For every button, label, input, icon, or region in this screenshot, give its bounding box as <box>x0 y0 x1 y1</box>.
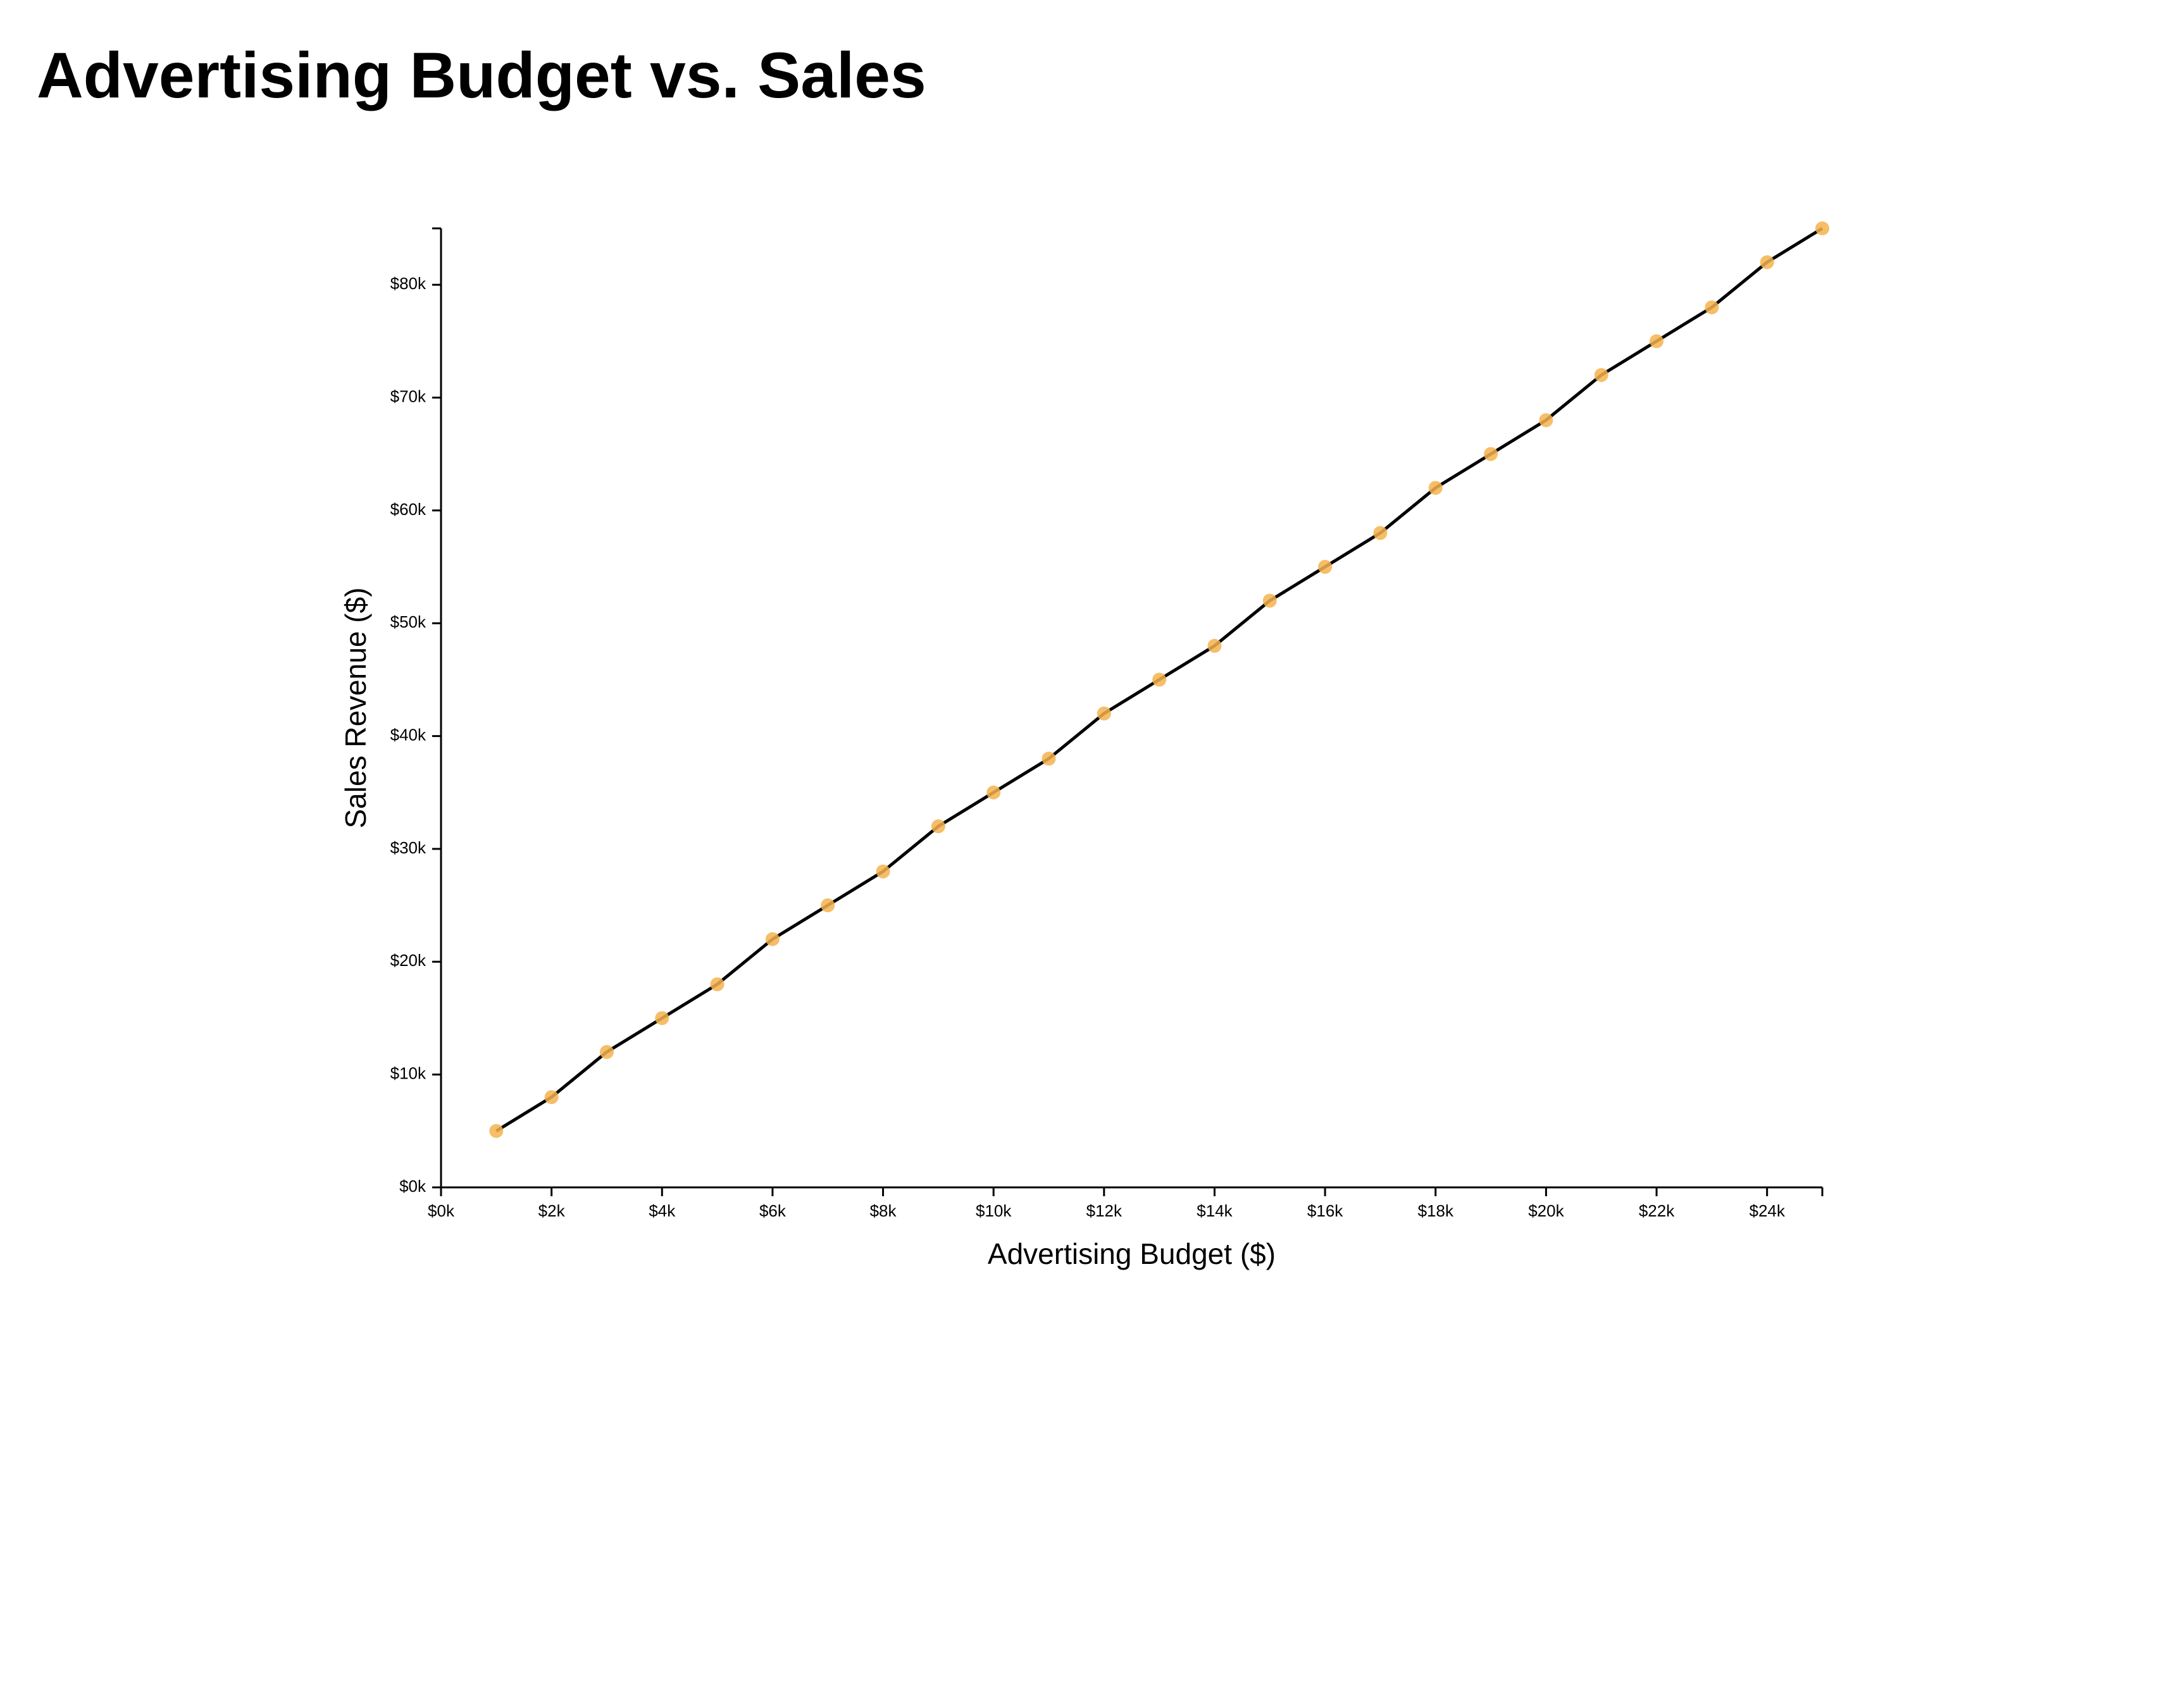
data-point <box>710 977 724 991</box>
x-axis-ticks: $0k $2k $4k $6k $8k $10k $12k $14k $16k $18k $20k $… <box>428 1187 1824 1220</box>
x-tick-label: $0k <box>428 1201 455 1220</box>
x-tick-label: $24k <box>1749 1201 1785 1220</box>
page-title: Advertising Budget vs. Sales <box>37 39 926 111</box>
data-point <box>1152 672 1167 687</box>
data-point <box>1650 334 1664 349</box>
data-point <box>986 785 1001 800</box>
x-axis-title: Advertising Budget ($) <box>988 1237 1276 1270</box>
y-tick-label: $30k <box>390 838 426 857</box>
x-axis: $0k $2k $4k $6k $8k $10k $12k $14k $16k $18k $20k $… <box>428 1186 1824 1220</box>
data-point <box>1318 560 1333 574</box>
data-point <box>1262 593 1277 608</box>
data-point <box>931 819 945 834</box>
x-tick-label: $18k <box>1418 1201 1454 1220</box>
x-tick-label: $20k <box>1528 1201 1564 1220</box>
data-points <box>489 221 1829 1138</box>
x-tick-label: $14k <box>1197 1201 1233 1220</box>
data-point <box>1539 413 1553 428</box>
data-point <box>876 864 890 879</box>
data-point <box>1705 300 1719 314</box>
y-tick-label: $0k <box>399 1177 426 1196</box>
y-tick-label: $70k <box>390 387 426 405</box>
y-tick-label: $60k <box>390 500 426 519</box>
data-point <box>1594 368 1608 382</box>
y-tick-label: $40k <box>390 725 426 744</box>
data-point <box>599 1044 614 1059</box>
data-point <box>489 1123 504 1138</box>
y-tick-label: $10k <box>390 1064 426 1083</box>
y-tick-label: $80k <box>390 274 426 293</box>
x-tick-label: $22k <box>1639 1201 1675 1220</box>
y-tick-label: $20k <box>390 951 426 970</box>
data-point <box>1042 752 1056 766</box>
data-point <box>1760 255 1774 269</box>
x-tick-label: $8k <box>870 1201 897 1220</box>
data-point <box>1484 447 1498 461</box>
data-point <box>1097 706 1111 721</box>
x-tick-label: $6k <box>759 1201 787 1220</box>
x-tick-label: $16k <box>1307 1201 1343 1220</box>
data-point <box>1207 638 1222 653</box>
data-point <box>655 1011 669 1025</box>
y-tick-label: $50k <box>390 612 426 631</box>
data-point <box>1428 481 1443 495</box>
y-axis-ticks: $0k $10k $20k $30k $40k $50k $60k $70k $80k <box>390 227 441 1196</box>
y-axis: $0k $10k $20k $30k $40k $50k $60k $70k $80k <box>390 227 442 1196</box>
data-point <box>765 932 780 946</box>
x-tick-label: $2k <box>538 1201 566 1220</box>
y-axis-title: Sales Revenue ($) <box>339 588 372 829</box>
data-point <box>544 1090 559 1105</box>
data-point <box>821 898 835 913</box>
x-tick-label: $4k <box>649 1201 676 1220</box>
data-point <box>1815 221 1829 235</box>
data-point <box>1373 526 1388 540</box>
x-tick-label: $12k <box>1086 1201 1122 1220</box>
x-tick-label: $10k <box>976 1201 1012 1220</box>
